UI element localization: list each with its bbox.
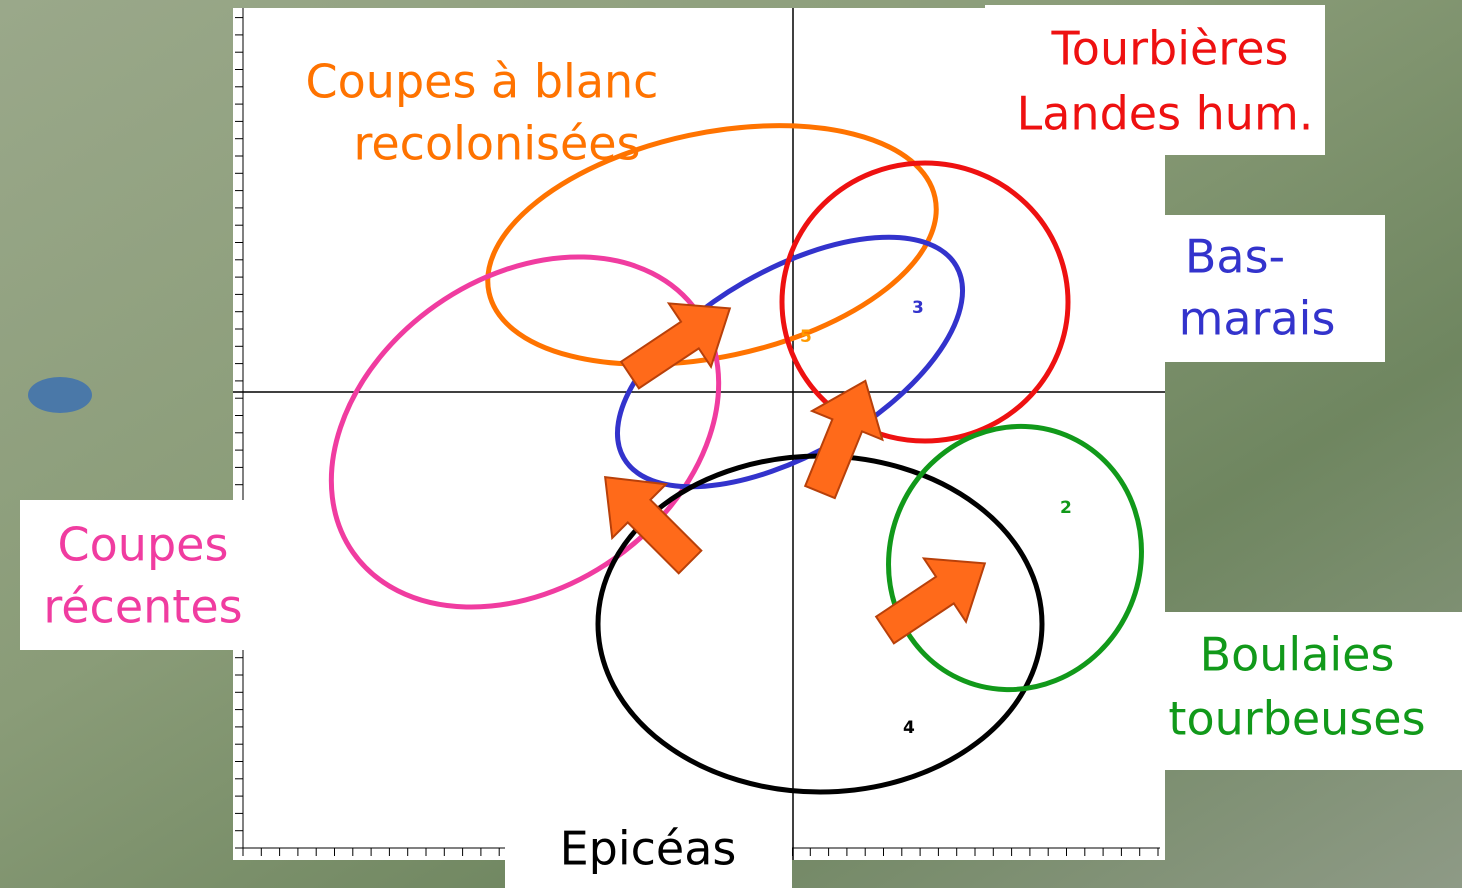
ellipse-orange	[485, 123, 939, 367]
group-label: Boulaies	[1200, 628, 1395, 682]
group-label: Coupes	[58, 518, 229, 572]
group-label: marais	[1179, 292, 1336, 346]
arrow	[803, 379, 884, 500]
group-label: recolonisées	[353, 117, 640, 171]
group-label: Tourbières	[1051, 22, 1289, 76]
arrow	[604, 476, 703, 575]
ellipse-green	[886, 423, 1144, 693]
group-number: 4	[903, 718, 915, 738]
group-label: tourbeuses	[1168, 692, 1425, 746]
group-label: Bas-	[1185, 230, 1285, 284]
pond	[28, 377, 92, 413]
group-number: 2	[1060, 498, 1072, 518]
ellipse-red	[779, 160, 1071, 444]
group-number: 3	[912, 298, 924, 318]
group-number: 5	[800, 327, 812, 347]
label-box	[20, 500, 258, 650]
group-label: récentes	[43, 580, 242, 634]
group-label: Landes hum.	[1017, 87, 1314, 141]
group-label: Epicéas	[560, 822, 737, 876]
group-label: Coupes à blanc	[306, 55, 659, 109]
arrows	[604, 302, 987, 645]
label-box	[985, 5, 1325, 155]
arrow	[619, 302, 732, 390]
label-box	[505, 820, 792, 888]
label-box	[1160, 215, 1385, 362]
label-box	[1160, 612, 1462, 770]
arrow	[874, 557, 987, 645]
